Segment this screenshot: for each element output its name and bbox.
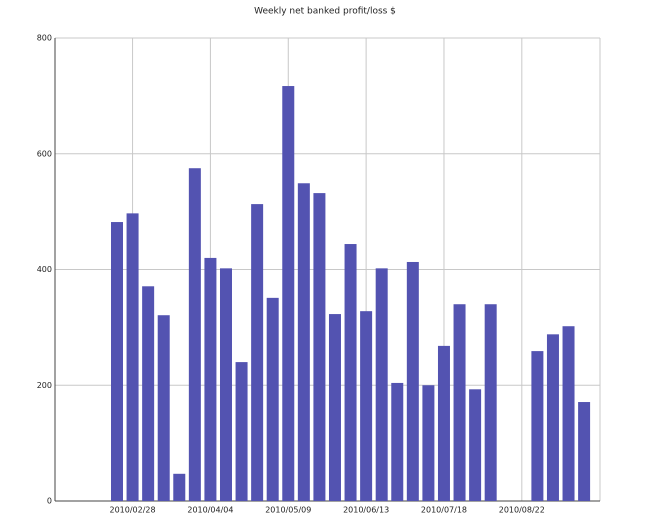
y-tick-label: 800 xyxy=(37,34,52,43)
bar xyxy=(126,213,139,501)
y-tick-label: 400 xyxy=(37,265,52,274)
bar xyxy=(484,304,497,501)
x-tick-label: 2010/07/18 xyxy=(421,506,467,515)
bar xyxy=(157,315,170,501)
y-tick-label: 200 xyxy=(37,381,52,390)
chart-title: Weekly net banked profit/loss $ xyxy=(254,7,396,17)
bar xyxy=(453,304,466,501)
bar xyxy=(313,193,326,502)
bar xyxy=(578,402,591,501)
bar xyxy=(328,314,341,501)
y-tick-label: 600 xyxy=(37,149,52,158)
bar xyxy=(266,297,279,501)
bar xyxy=(173,473,186,501)
bar xyxy=(219,268,232,501)
bar xyxy=(235,362,248,501)
bar xyxy=(437,345,450,501)
bar xyxy=(142,286,155,501)
bar xyxy=(297,183,310,502)
bar xyxy=(204,257,217,501)
y-tick-label: 0 xyxy=(47,497,52,506)
bar xyxy=(469,389,482,501)
bar xyxy=(111,222,123,502)
bar xyxy=(422,385,435,501)
bar xyxy=(546,334,559,501)
bar xyxy=(344,244,357,501)
bar xyxy=(562,326,575,501)
bar xyxy=(391,382,404,501)
x-tick-label: 2010/02/28 xyxy=(110,506,156,515)
x-tick-label: 2010/06/13 xyxy=(343,506,389,515)
bar xyxy=(188,168,201,501)
bar xyxy=(406,261,419,501)
x-tick-label: 2010/04/04 xyxy=(187,506,233,515)
bar xyxy=(360,311,373,501)
bar xyxy=(531,351,544,501)
bar xyxy=(251,204,264,501)
x-tick-label: 2010/08/22 xyxy=(499,506,545,515)
bar xyxy=(375,268,388,501)
bar xyxy=(282,86,295,501)
x-tick-label: 2010/05/09 xyxy=(265,506,311,515)
